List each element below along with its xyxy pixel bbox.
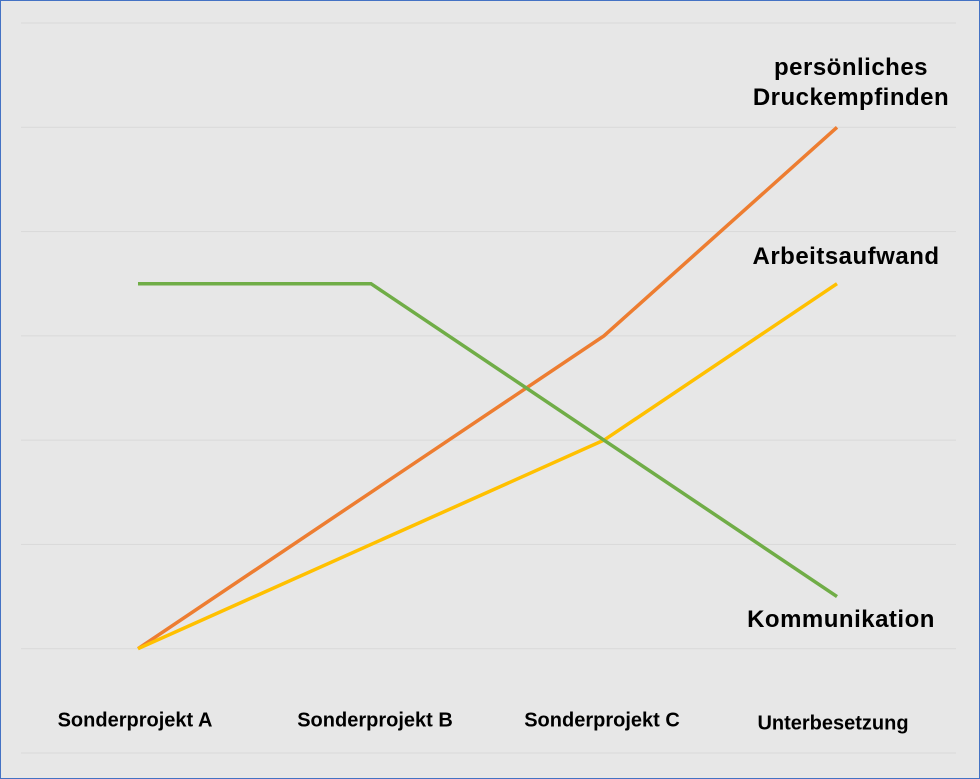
- x-tick-label: Unterbesetzung: [757, 712, 908, 734]
- x-tick-label: Sonderprojekt C: [524, 709, 680, 731]
- series-line: [137, 282, 838, 651]
- series-line: [137, 125, 839, 651]
- x-tick-label: Sonderprojekt A: [58, 709, 213, 731]
- series-line: [138, 281, 838, 599]
- series-label: persönliches Druckempfinden: [752, 54, 950, 111]
- x-tick-label: Sonderprojekt B: [297, 709, 453, 731]
- series-label: Arbeitsaufwand: [752, 243, 940, 270]
- series-label: Kommunikation: [747, 606, 935, 633]
